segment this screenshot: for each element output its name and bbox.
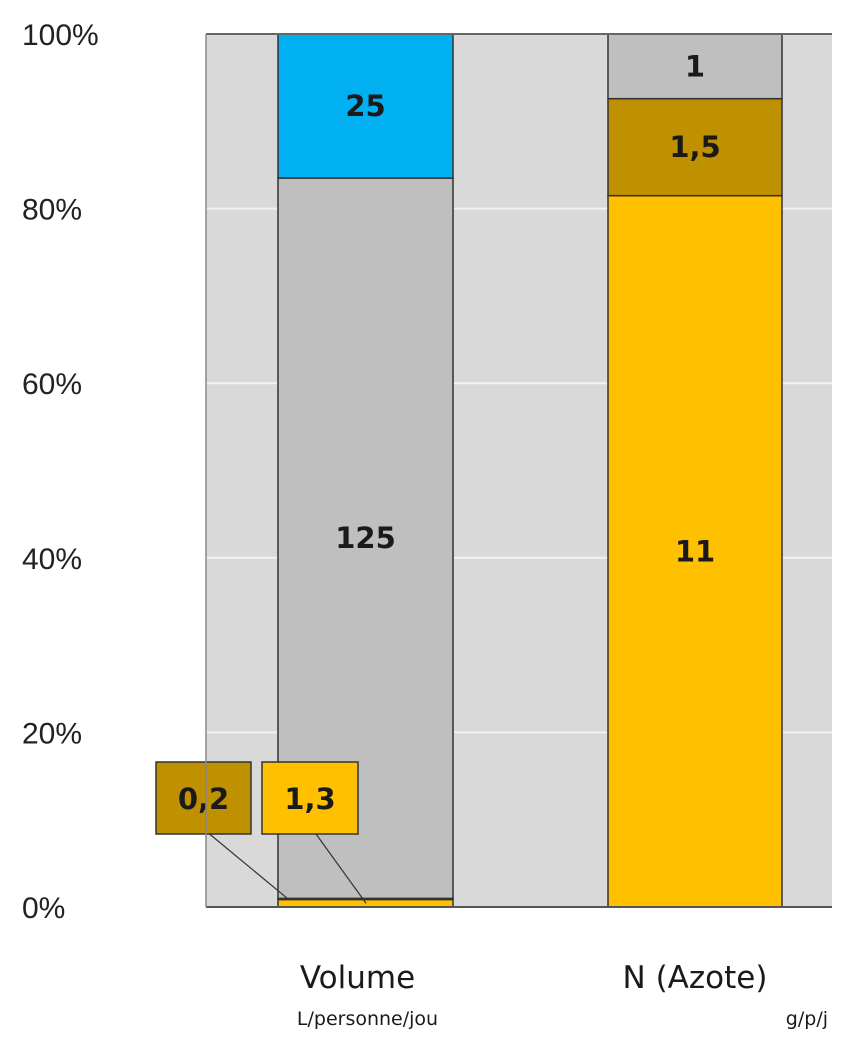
y-tick-label: 20%	[22, 717, 82, 750]
y-tick-label: 0%	[22, 892, 65, 925]
segment-data-label: 125	[335, 521, 396, 555]
x-category-unit: g/p/j	[786, 1008, 828, 1030]
x-category-label: N (Azote)	[623, 960, 768, 996]
segment-data-label: 1,5	[669, 130, 720, 164]
bar-segment	[277, 33, 454, 179]
y-axis: 0% 20% 40% 60% 80% 100%	[22, 19, 99, 925]
callout-box	[155, 761, 252, 835]
y-tick-label: 80%	[22, 194, 82, 227]
callouts: 1,3 0,2	[155, 761, 367, 904]
segment-data-label: 25	[345, 89, 385, 123]
y-tick-label: 60%	[22, 368, 82, 401]
bar-segment	[607, 33, 783, 100]
x-category-label: Volume	[300, 960, 415, 996]
x-axis: Volume L/personne/jou N (Azote) g/p/j	[297, 960, 828, 1030]
callout-data-label: 0,2	[178, 782, 229, 816]
x-category-unit: L/personne/jou	[297, 1008, 438, 1030]
bar-segment	[607, 97, 783, 197]
callout-data-label: 1,3	[284, 782, 335, 816]
callout-leader-line	[315, 833, 367, 904]
y-tick-label: 40%	[22, 543, 82, 576]
segment-data-label: 11	[675, 534, 715, 568]
callout-leader-line	[209, 833, 289, 900]
y-tick-label: 100%	[22, 19, 99, 52]
callout-box	[261, 761, 359, 835]
segment-data-label: 1	[685, 49, 705, 83]
